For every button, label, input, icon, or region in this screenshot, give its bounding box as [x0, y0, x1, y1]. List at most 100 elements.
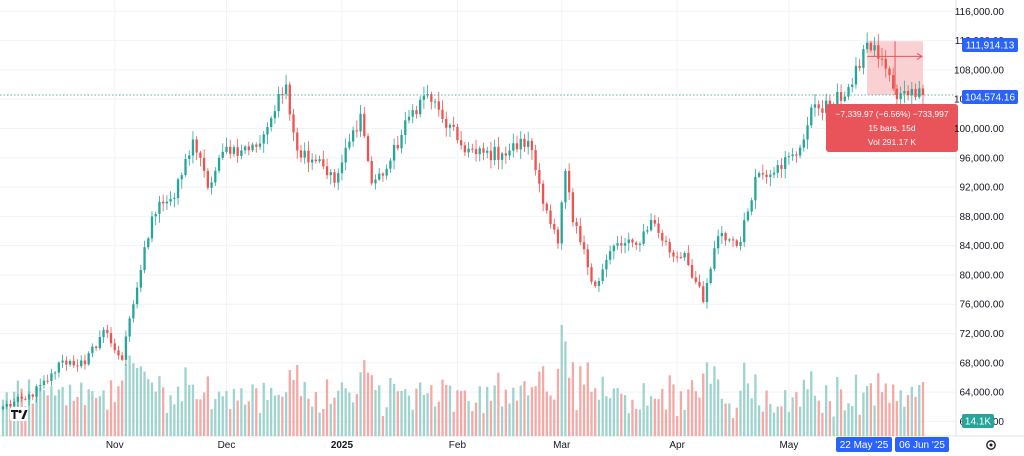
price-axis[interactable]: 116,000.00112,000.00108,000.00104,000.00… [954, 7, 1004, 428]
volume-bar [217, 391, 221, 436]
candle [400, 129, 403, 154]
candle [329, 169, 332, 185]
time-tick-label: 2025 [331, 440, 354, 451]
candle [389, 158, 392, 173]
price-tick-label: 84,000.00 [960, 241, 1005, 252]
volume-bar [616, 388, 619, 436]
candle [746, 208, 750, 223]
candle [262, 130, 265, 153]
volume-bar [448, 385, 452, 436]
volume-bar [553, 399, 556, 436]
tradingview-logo-icon[interactable] [10, 407, 28, 421]
candle [57, 361, 61, 378]
volume-bar [459, 390, 463, 436]
candle [359, 105, 362, 137]
measure-zone [867, 41, 923, 95]
volume-bar [337, 390, 340, 436]
volume-bar [132, 363, 135, 436]
candle [113, 338, 116, 354]
volume-bar [210, 409, 213, 436]
volume-bar [608, 398, 612, 436]
volume-bar [482, 413, 485, 436]
candle [396, 135, 399, 151]
candle [463, 141, 467, 157]
volume-bar [80, 382, 83, 436]
candle [724, 231, 727, 246]
candle [333, 169, 336, 188]
volume-bar [139, 366, 142, 436]
candle [702, 281, 705, 304]
high-price-tag-bg [962, 38, 1018, 52]
candle [735, 238, 738, 248]
volume-tag-bg [962, 414, 994, 428]
time-axis[interactable]: Nov Dec 2025 Feb Mar Apr May [106, 440, 799, 451]
volume-bar [731, 418, 735, 436]
volume-bar [534, 386, 537, 436]
volume-bar [359, 372, 362, 436]
candle [486, 146, 489, 159]
candle [173, 192, 176, 208]
volume-bar [538, 371, 541, 436]
volume-bar [739, 390, 742, 436]
volume-bar [497, 372, 500, 436]
volume-bar [627, 413, 630, 436]
volume-bar [381, 416, 385, 436]
volume-bar [918, 384, 921, 436]
volume-bar [873, 405, 876, 436]
candle [601, 263, 604, 285]
volume-bar [661, 388, 664, 436]
price-tick-label: 116,000.00 [955, 7, 1005, 18]
last-price-tag-bg [962, 90, 1018, 104]
volume-bar [620, 393, 623, 436]
candle [471, 143, 474, 153]
volume-bar [214, 399, 217, 436]
volume-bar [42, 390, 46, 436]
volume-bar [776, 406, 779, 436]
candle [128, 315, 131, 342]
volume-bar [53, 395, 57, 436]
candle [843, 91, 846, 103]
volume-bar [57, 389, 61, 436]
volume-bar [229, 409, 232, 436]
candle [199, 150, 202, 167]
candle [497, 136, 500, 170]
candle [132, 300, 135, 323]
candle [80, 355, 83, 369]
volume-bar [348, 392, 351, 436]
candle [243, 144, 247, 155]
candle [124, 330, 128, 366]
volume-bar [791, 397, 794, 436]
candle [270, 115, 273, 132]
volume-bar [180, 401, 183, 436]
candle [139, 265, 142, 293]
candle [489, 141, 493, 169]
volume-bar [862, 392, 865, 436]
candle [452, 116, 455, 131]
price-tick-label: 64,000.00 [960, 388, 1005, 399]
candle [720, 226, 724, 244]
volume-bar [68, 384, 72, 436]
volume-bar [24, 406, 27, 436]
candle [731, 236, 735, 247]
candle [798, 144, 802, 159]
volume-bar [769, 404, 772, 436]
end-date-tag: 06 Jun '25 [899, 440, 945, 451]
candle [366, 133, 370, 163]
candle [903, 80, 906, 104]
volume-bar [121, 380, 124, 436]
candle [87, 351, 90, 366]
gear-icon[interactable] [986, 440, 996, 450]
candle [847, 83, 850, 100]
candle [351, 126, 355, 147]
candle [433, 98, 437, 109]
candle [672, 250, 675, 263]
volume-bar [162, 387, 165, 436]
candle [162, 194, 165, 212]
price-tick-label: 72,000.00 [960, 329, 1005, 340]
volume-bar [798, 406, 802, 436]
volume-bar [672, 384, 675, 436]
candle [217, 154, 221, 174]
volume-bar [340, 382, 344, 436]
volume-bar [333, 397, 336, 436]
